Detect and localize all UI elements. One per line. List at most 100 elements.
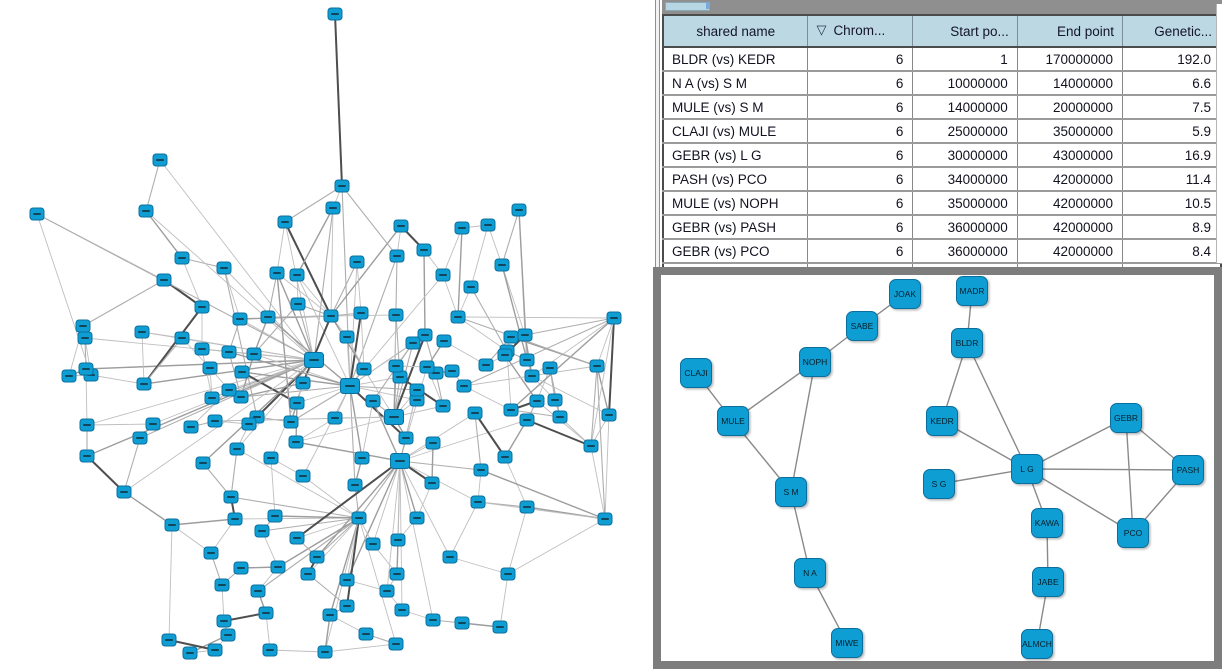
table-row[interactable]: GEBR (vs) PASH 6 36000000 42000000 8.9: [662, 214, 1222, 240]
table-row[interactable]: CLAJI (vs) MULE 6 25000000 35000000 5.9: [662, 118, 1222, 144]
node-label-glyph: [392, 365, 400, 367]
main-node-layer: [29, 7, 622, 660]
network-node-gebr[interactable]: GEBR: [1110, 403, 1142, 433]
node-label-glyph: [178, 337, 186, 339]
table-row[interactable]: N A (vs) S M 6 10000000 14000000 6.6: [662, 70, 1222, 96]
node-label-glyph: [432, 372, 440, 374]
node-label-glyph: [605, 414, 613, 416]
table-row[interactable]: GEBR (vs) PCO 6 36000000 42000000 8.4: [662, 238, 1222, 264]
node-label: GEBR: [1113, 413, 1139, 423]
node-label-glyph: [556, 416, 564, 418]
network-node-mule[interactable]: MULE: [717, 406, 749, 436]
node-label-glyph: [309, 359, 319, 361]
node-label-glyph: [65, 375, 73, 377]
table-row[interactable]: MULE (vs) S M 6 14000000 20000000 7.5: [662, 94, 1222, 120]
filtered-network-canvas[interactable]: JOAK MADR SABE BLDR NOPH CLAJI MULE KEDR GEBR L G…: [661, 275, 1214, 661]
main-network-canvas[interactable]: [0, 0, 655, 669]
table-row[interactable]: GEBR (vs) L G 6 30000000 43000000 16.9: [662, 142, 1222, 168]
cell-value: 170000000: [1016, 46, 1124, 72]
node-label-glyph: [208, 397, 216, 399]
node-label-glyph: [471, 412, 479, 414]
node-label-glyph: [395, 460, 405, 462]
node-label-glyph: [429, 442, 437, 444]
cell-value: 35000000: [1016, 118, 1124, 144]
node-label-glyph: [281, 221, 289, 223]
node-label-glyph: [138, 331, 146, 333]
network-node-jabe[interactable]: JABE: [1032, 567, 1064, 597]
cell-value: 42000000: [1016, 166, 1124, 192]
table-row[interactable]: MULE (vs) NOPH 6 35000000 42000000 10.5: [662, 190, 1222, 216]
cell-value: 6: [807, 94, 914, 120]
table-row[interactable]: PASH (vs) PCO 6 34000000 42000000 11.4: [662, 166, 1222, 192]
column-header-genetic[interactable]: Genetic...: [1122, 14, 1222, 48]
node-label-glyph: [238, 371, 246, 373]
network-node-lg[interactable]: L G: [1011, 454, 1043, 484]
table-scrollbar-track[interactable]: [1216, 4, 1222, 263]
node-label-glyph: [398, 609, 406, 611]
network-node-madr[interactable]: MADR: [956, 276, 988, 306]
node-label-glyph: [271, 515, 279, 517]
node-label-glyph: [218, 584, 226, 586]
node-label-glyph: [187, 426, 195, 428]
cell-value: 5.9: [1122, 118, 1222, 144]
cell-value: 6: [807, 142, 914, 168]
column-header-startpo[interactable]: Start po...: [912, 14, 1018, 48]
node-label-glyph: [264, 316, 272, 318]
node-label-glyph: [245, 423, 253, 425]
cell-value: 6: [807, 190, 914, 216]
network-node-pash[interactable]: PASH: [1172, 455, 1204, 485]
column-header-endpoint[interactable]: End point: [1016, 14, 1124, 48]
network-node-pco[interactable]: PCO: [1117, 518, 1149, 548]
node-label-glyph: [358, 457, 366, 459]
network-node-sm[interactable]: S M: [775, 477, 807, 507]
network-node-joak[interactable]: JOAK: [889, 279, 921, 309]
node-label-glyph: [329, 207, 337, 209]
table-row[interactable]: BLDR (vs) KEDR 6 1 170000000 192.0: [662, 46, 1222, 72]
table-tab[interactable]: [665, 2, 710, 11]
node-label-glyph: [397, 225, 405, 227]
node-label-glyph: [142, 210, 150, 212]
network-node-sg[interactable]: S G: [923, 469, 955, 499]
node-label-glyph: [523, 506, 531, 508]
cell-shared-name: BLDR (vs) KEDR: [662, 46, 809, 72]
network-node-almch[interactable]: ALMCH: [1021, 629, 1053, 659]
node-label-glyph: [274, 566, 282, 568]
network-node-na[interactable]: N A: [794, 558, 826, 588]
network-node-kawa[interactable]: KAWA: [1031, 508, 1063, 538]
node-label-glyph: [345, 385, 355, 387]
cell-value: 11.4: [1122, 166, 1222, 192]
node-label-glyph: [237, 396, 245, 398]
panel-divider[interactable]: [655, 0, 660, 267]
node-label-glyph: [392, 314, 400, 316]
network-node-miwe[interactable]: MIWE: [831, 628, 863, 658]
cell-value: 16.9: [1122, 142, 1222, 168]
node-label-glyph: [460, 385, 468, 387]
column-header-sharedname[interactable]: shared name: [662, 14, 809, 48]
node-label-glyph: [429, 619, 437, 621]
node-label-glyph: [266, 649, 274, 651]
network-node-kedr[interactable]: KEDR: [926, 406, 958, 436]
node-label-glyph: [331, 417, 339, 419]
node-label-glyph: [299, 382, 307, 384]
node-label-glyph: [394, 539, 402, 541]
cell-value: 6: [807, 46, 914, 72]
network-node-noph[interactable]: NOPH: [799, 347, 831, 377]
node-label: MULE: [721, 416, 745, 426]
node-label-glyph: [360, 368, 368, 370]
node-label-glyph: [327, 315, 335, 317]
network-node-bldr[interactable]: BLDR: [951, 328, 983, 358]
cell-value: 36000000: [912, 214, 1018, 240]
filter-icon[interactable]: ▽: [816, 22, 827, 37]
column-header-chrom[interactable]: ▽ Chrom...: [807, 14, 914, 48]
node-label-glyph: [206, 367, 214, 369]
node-label-glyph: [321, 651, 329, 653]
node-label-glyph: [467, 286, 475, 288]
cell-shared-name: GEBR (vs) PCO: [662, 238, 809, 264]
node-label-glyph: [343, 605, 351, 607]
cell-shared-name: CLAJI (vs) MULE: [662, 118, 809, 144]
node-label: KAWA: [1034, 518, 1060, 528]
node-label-glyph: [393, 255, 401, 257]
network-node-claji[interactable]: CLAJI: [680, 358, 712, 388]
network-node-sabe[interactable]: SABE: [846, 311, 878, 341]
